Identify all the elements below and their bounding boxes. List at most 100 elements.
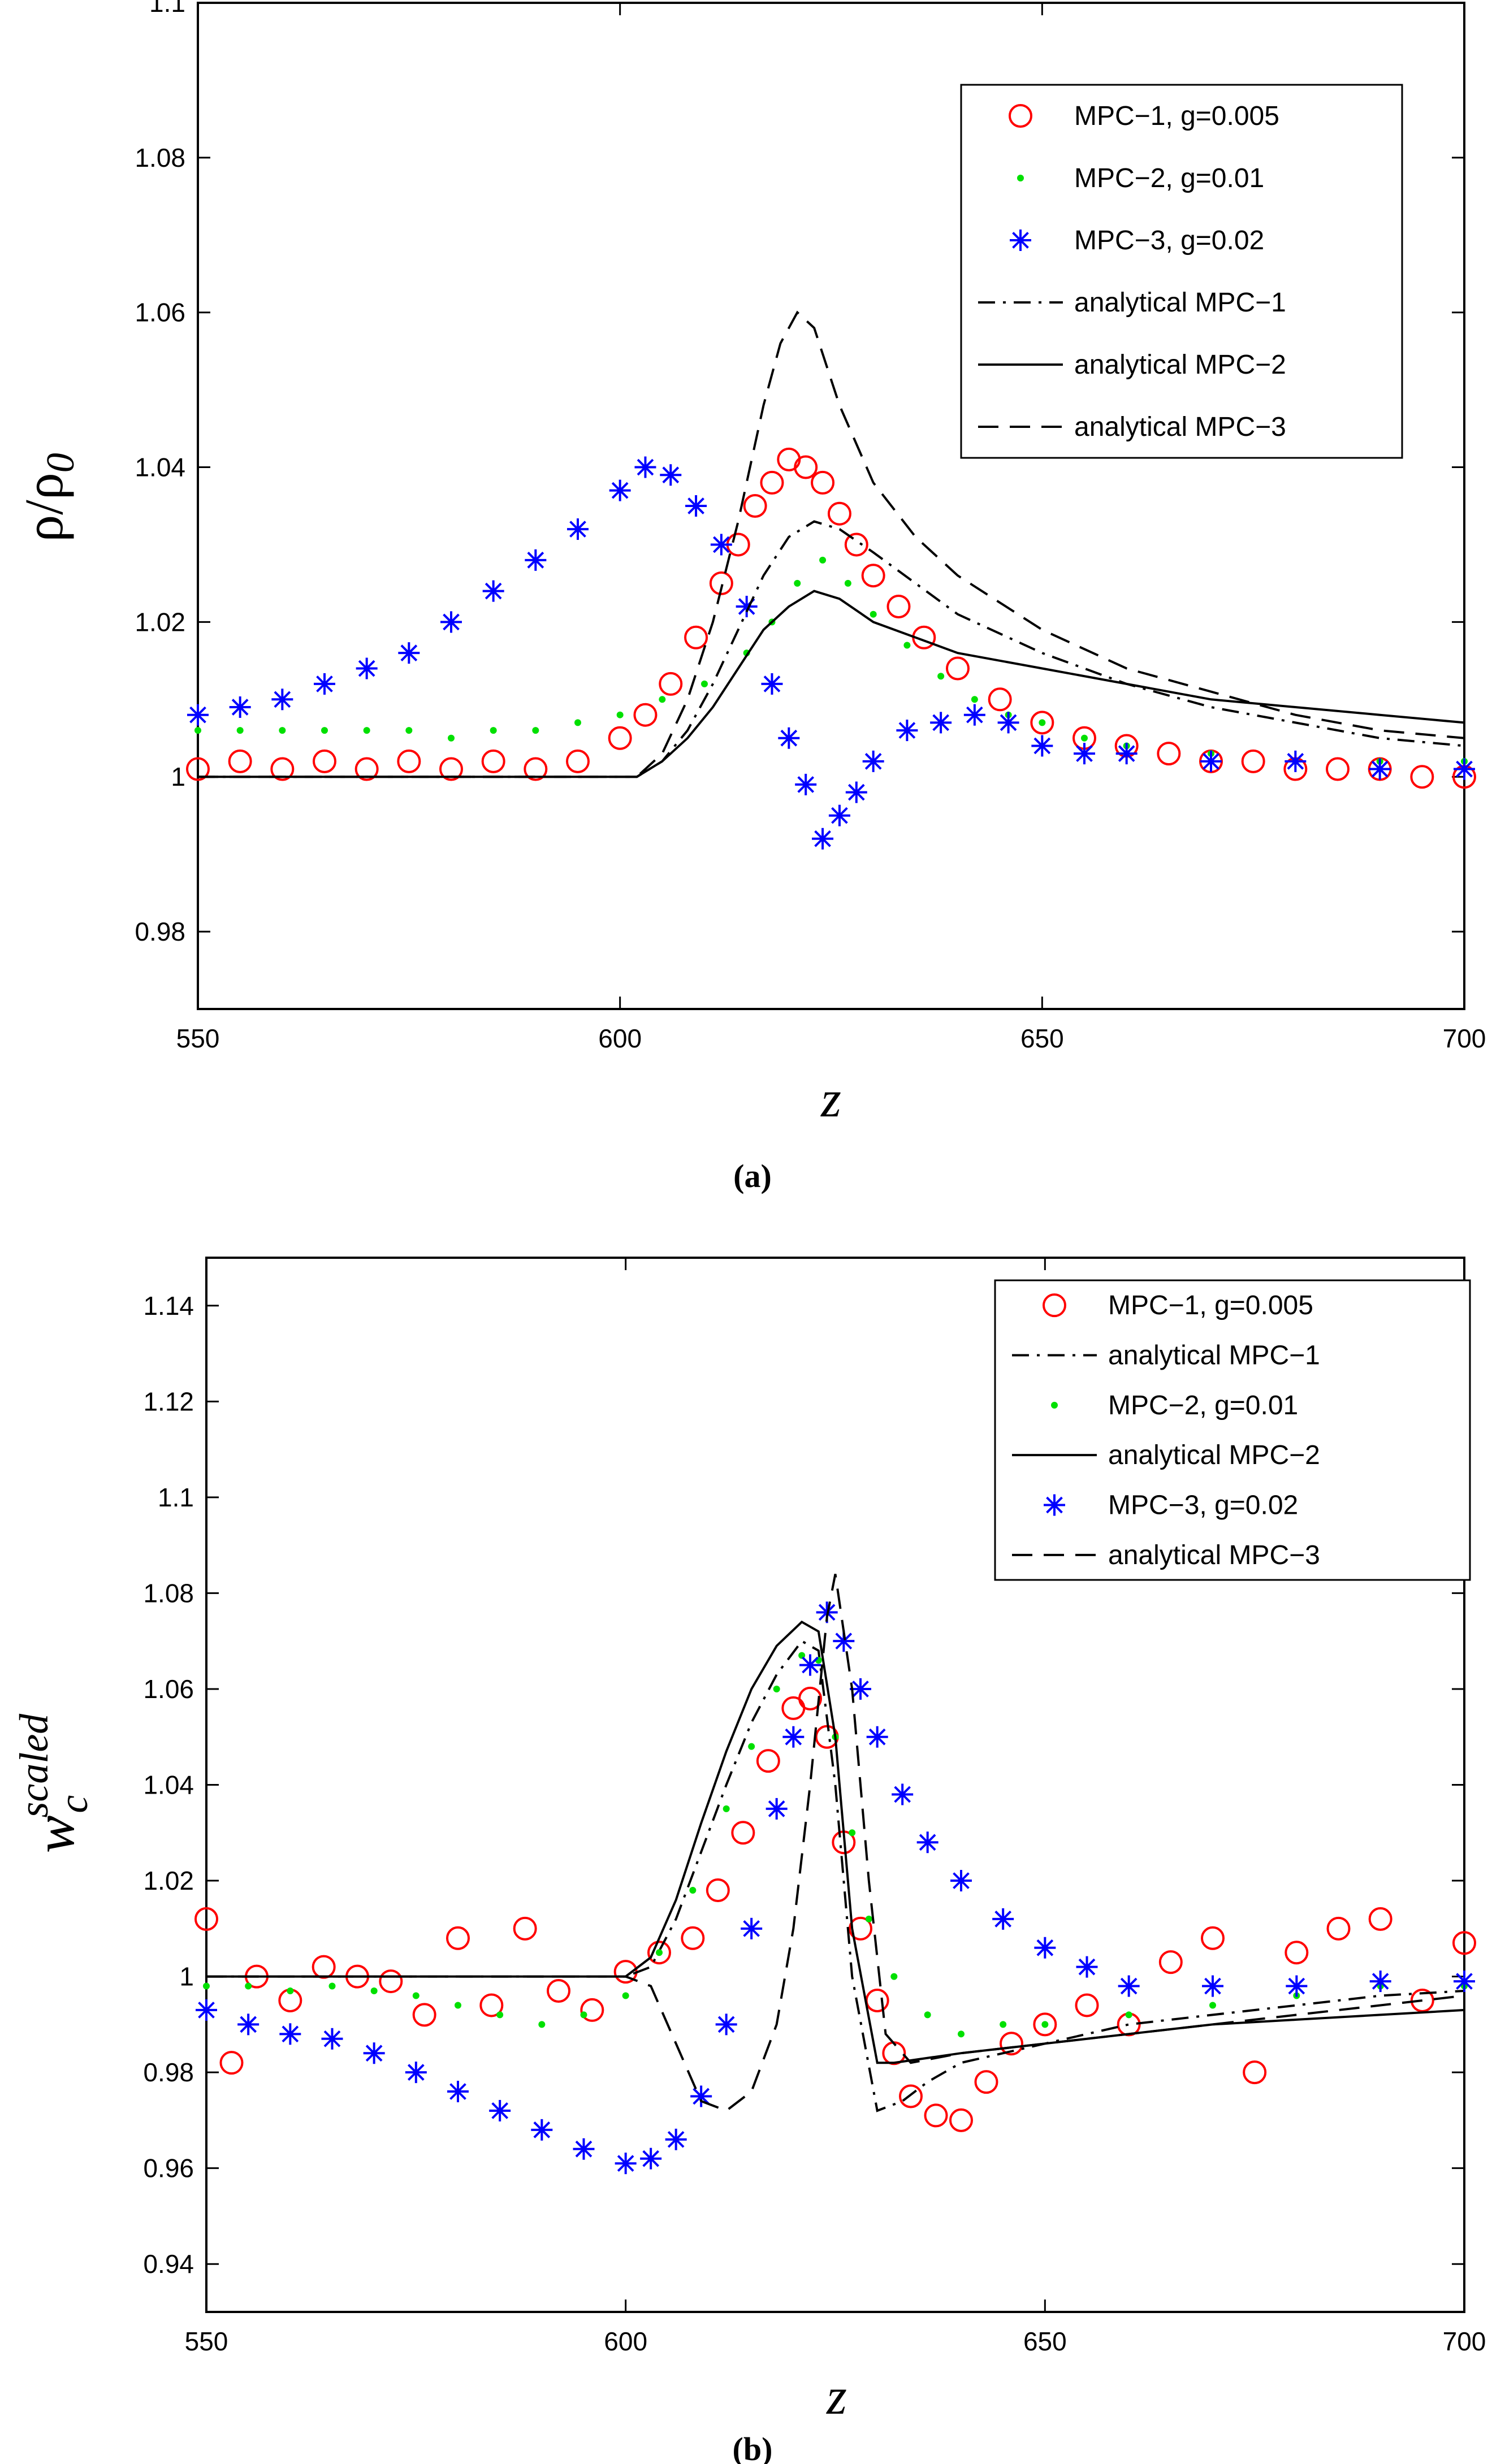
panel-b-ylabel-sub: c: [51, 1795, 96, 1813]
data-point: [203, 1982, 210, 1990]
data-point: [328, 1982, 336, 1990]
data-point: [194, 727, 201, 734]
panel-b: 550 600 650 700 0.94 0.96 0.98 1 1.02 1.04 1.06 1.0…: [11, 1257, 1486, 2464]
data-point: [447, 2081, 469, 2103]
data-point: [1452, 1931, 1476, 1955]
data-point: [314, 673, 335, 695]
y-tick-label: 1.06: [135, 298, 185, 327]
data-point: [903, 642, 911, 649]
data-point: [196, 1999, 217, 2021]
y-tick-label: 1.02: [143, 1866, 194, 1895]
legend-label: analytical MPC−1: [1074, 288, 1286, 318]
data-point: [538, 2021, 546, 2028]
data-point: [1158, 1950, 1183, 1974]
data-point: [580, 1998, 604, 2022]
legend-label: MPC−1, g=0.005: [1108, 1291, 1313, 1320]
panel-a-ticks: 550 600 650 700 0.98 1 1.02 1.04 1.06 1.08 1.1: [135, 0, 1486, 1053]
y-tick-label: 1: [171, 762, 185, 791]
legend-label: MPC−3, g=0.02: [1074, 226, 1264, 256]
data-point: [1410, 1988, 1434, 2012]
data-point: [689, 1887, 697, 1894]
y-tick-label: 1: [179, 1962, 194, 1991]
y-tick-label: 1.1: [149, 0, 185, 18]
data-point: [634, 456, 656, 478]
panel-a-ylabel-main: ρ/ρ: [14, 473, 74, 542]
panel-b-ticks: 550 600 650 700 0.94 0.96 0.98 1 1.02 1.04 1.06 1.0…: [143, 1258, 1486, 2356]
data-point: [236, 727, 244, 734]
data-point: [1031, 735, 1053, 757]
data-point: [1157, 742, 1181, 766]
legend-label: analytical MPC−2: [1108, 1440, 1320, 1470]
y-tick-label: 1.08: [135, 143, 185, 172]
data-point: [886, 595, 911, 618]
legend-entry: analytical MPC−3: [978, 412, 1286, 442]
data-point: [723, 1805, 730, 1812]
data-point: [219, 2051, 244, 2075]
data-point: [811, 470, 835, 495]
data-point: [633, 703, 658, 727]
x-tick-label: 650: [1020, 1024, 1064, 1053]
data-point: [782, 1726, 805, 1748]
data-point: [866, 1726, 888, 1748]
data-point: [532, 727, 539, 734]
data-point: [229, 696, 251, 718]
data-point: [647, 1941, 671, 1965]
data-point: [1125, 2011, 1132, 2019]
data-point: [1286, 1975, 1308, 1997]
data-point: [756, 1749, 780, 1773]
legend-label: analytical MPC−3: [1108, 1540, 1320, 1570]
data-point: [710, 534, 732, 556]
data-point: [363, 2042, 385, 2064]
data-point: [412, 1992, 420, 1999]
data-point: [709, 571, 733, 595]
data-point: [828, 804, 850, 826]
panel-b-y-axis-label: wcscaled: [11, 1713, 96, 1854]
panel-a-label: (a): [733, 1158, 772, 1194]
data-point: [1039, 719, 1046, 726]
x-tick-label: 700: [1443, 1024, 1486, 1053]
series-5: [198, 590, 1465, 778]
data-point: [916, 1831, 939, 1854]
data-point: [405, 2062, 427, 2084]
data-point: [930, 712, 952, 734]
data-point: [1034, 1937, 1056, 1959]
legend-entry: MPC−3, g=0.02: [1010, 226, 1264, 256]
series-6: [206, 1574, 1465, 2112]
data-point: [1285, 1941, 1309, 1965]
data-point: [798, 1686, 822, 1710]
legend-sample-marker: [1010, 229, 1031, 251]
legend-entry: analytical MPC−2: [1012, 1440, 1320, 1470]
legend-label: MPC−2, g=0.01: [1108, 1391, 1298, 1421]
data-point: [479, 1993, 504, 2017]
data-point: [963, 704, 985, 726]
y-tick-label: 1.04: [135, 453, 185, 482]
data-point: [690, 2085, 712, 2107]
data-point: [845, 781, 867, 803]
data-point: [1243, 2060, 1267, 2085]
data-point: [760, 470, 784, 495]
legend-entry: MPC−1, g=0.005: [1043, 1291, 1313, 1320]
data-point: [398, 642, 420, 664]
data-point: [665, 2128, 687, 2150]
legend-entry: MPC−1, g=0.005: [1009, 101, 1279, 131]
legend-entry: analytical MPC−1: [1012, 1341, 1320, 1371]
data-point: [615, 2153, 637, 2175]
data-point: [186, 757, 210, 781]
y-tick-label: 1.06: [143, 1674, 194, 1704]
legend-entry: analytical MPC−3: [1012, 1540, 1320, 1570]
x-tick-label: 600: [604, 2327, 647, 2356]
data-point: [660, 464, 682, 486]
data-point: [405, 727, 413, 734]
series-line: [198, 310, 1465, 778]
x-tick-label: 600: [598, 1024, 642, 1053]
data-point: [496, 2011, 504, 2019]
legend-sample-marker: [1009, 104, 1032, 128]
data-point: [270, 757, 295, 781]
y-tick-label: 1.1: [158, 1483, 194, 1512]
x-tick-label: 550: [176, 1024, 220, 1053]
y-tick-label: 0.98: [143, 2058, 194, 2087]
data-point: [971, 696, 978, 703]
data-point: [1033, 2012, 1057, 2037]
legend-label: analytical MPC−1: [1108, 1341, 1320, 1371]
panel-a-y-axis-label: ρ/ρ0: [14, 453, 83, 542]
